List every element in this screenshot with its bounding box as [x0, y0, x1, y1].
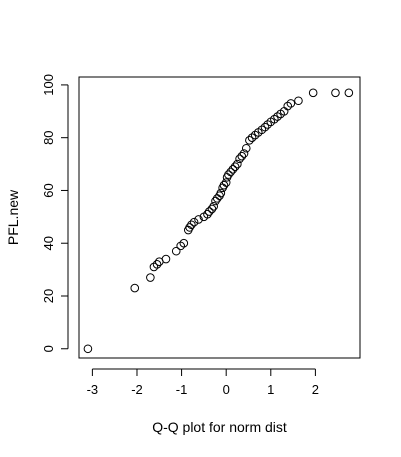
data-point — [203, 209, 212, 219]
data-point — [241, 143, 251, 153]
x-axis-title: Q-Q plot for norm dist — [152, 419, 287, 435]
y-tick-label: 80 — [41, 130, 56, 144]
data-point — [185, 223, 194, 232]
x-tick-label: 1 — [267, 382, 274, 397]
data-point — [224, 170, 233, 179]
plot-frame — [78, 76, 361, 359]
y-tick-label: 40 — [41, 236, 56, 250]
y-axis-title: PFL.new — [5, 189, 21, 245]
data-point — [308, 88, 318, 98]
data-point — [211, 196, 220, 206]
data-point — [204, 207, 214, 216]
data-point — [344, 88, 354, 98]
data-point — [294, 96, 303, 106]
y-tick-label: 60 — [41, 183, 56, 197]
data-point — [247, 133, 257, 142]
data-point — [146, 273, 155, 282]
data-point — [270, 114, 279, 124]
data-point — [176, 241, 185, 251]
x-tick-label: 2 — [312, 382, 319, 397]
data-point — [283, 101, 293, 111]
y-tick-label: 20 — [41, 289, 56, 303]
data-point — [250, 130, 260, 140]
data-point — [245, 136, 254, 145]
data-point — [221, 178, 231, 187]
y-tick-label: 100 — [41, 74, 56, 96]
data-point — [152, 260, 162, 269]
data-point — [189, 217, 199, 227]
x-tick-label: 0 — [223, 382, 230, 397]
data-point — [149, 262, 159, 272]
data-point — [286, 99, 296, 108]
data-point — [257, 125, 267, 135]
x-tick-label: -3 — [87, 382, 99, 397]
data-point — [233, 159, 242, 169]
data-point — [226, 167, 235, 177]
x-axis: -3 -2 -1 0 1 2 — [87, 368, 319, 397]
data-point — [239, 149, 249, 158]
data-point — [228, 165, 238, 174]
data-point — [194, 215, 203, 224]
data-point — [179, 238, 189, 248]
data-point — [230, 162, 240, 172]
data-point — [130, 283, 140, 293]
data-point — [161, 254, 171, 264]
data-point — [83, 344, 93, 354]
data-point — [187, 220, 196, 230]
data-point — [207, 204, 217, 214]
data-point — [216, 188, 226, 198]
data-point — [219, 180, 229, 190]
data-point — [235, 154, 244, 164]
data-point — [260, 122, 270, 132]
data-point — [331, 88, 340, 98]
x-tick-label: -2 — [131, 382, 143, 397]
data-points — [83, 88, 354, 354]
data-point — [171, 246, 181, 256]
y-axis: 0 20 40 60 80 100 — [41, 74, 69, 352]
y-tick-label: 0 — [41, 345, 56, 352]
data-point — [209, 201, 219, 211]
data-point — [237, 151, 247, 161]
x-tick-label: -1 — [176, 382, 188, 397]
data-point — [263, 120, 272, 129]
data-point — [273, 112, 282, 121]
